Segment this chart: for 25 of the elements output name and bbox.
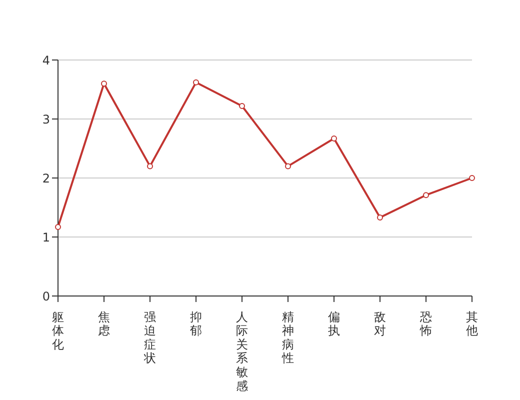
x-tick-label: 人际关系敏感 (236, 310, 248, 393)
point (423, 192, 429, 198)
point (239, 103, 245, 110)
x-tick-label: 躯体化 (52, 310, 64, 352)
x-tick-label: 抑郁 (190, 310, 202, 338)
y-tick-label: 4 (42, 53, 50, 68)
y-tick-label: 1 (42, 230, 50, 244)
point (331, 135, 337, 142)
x-tick-label: 其他 (466, 310, 478, 338)
y-tick-label: 3 (42, 112, 50, 126)
point (101, 80, 107, 87)
x-tick-label: 敌对 (374, 310, 386, 338)
y-tick-label: 0 (42, 289, 50, 304)
x-tick-label: 焦虑 (98, 310, 110, 338)
x-tick-label: 恐怖 (419, 310, 432, 338)
x-tick-label: 精神病性 (281, 310, 294, 366)
point (469, 175, 475, 181)
point (285, 163, 291, 170)
point (193, 79, 199, 86)
x-tick-label: 强迫症状 (143, 310, 156, 366)
x-tick-label: 偏执 (328, 310, 340, 338)
y-tick-label: 2 (42, 171, 50, 186)
point (147, 163, 153, 170)
point (55, 224, 61, 230)
point (377, 214, 383, 221)
